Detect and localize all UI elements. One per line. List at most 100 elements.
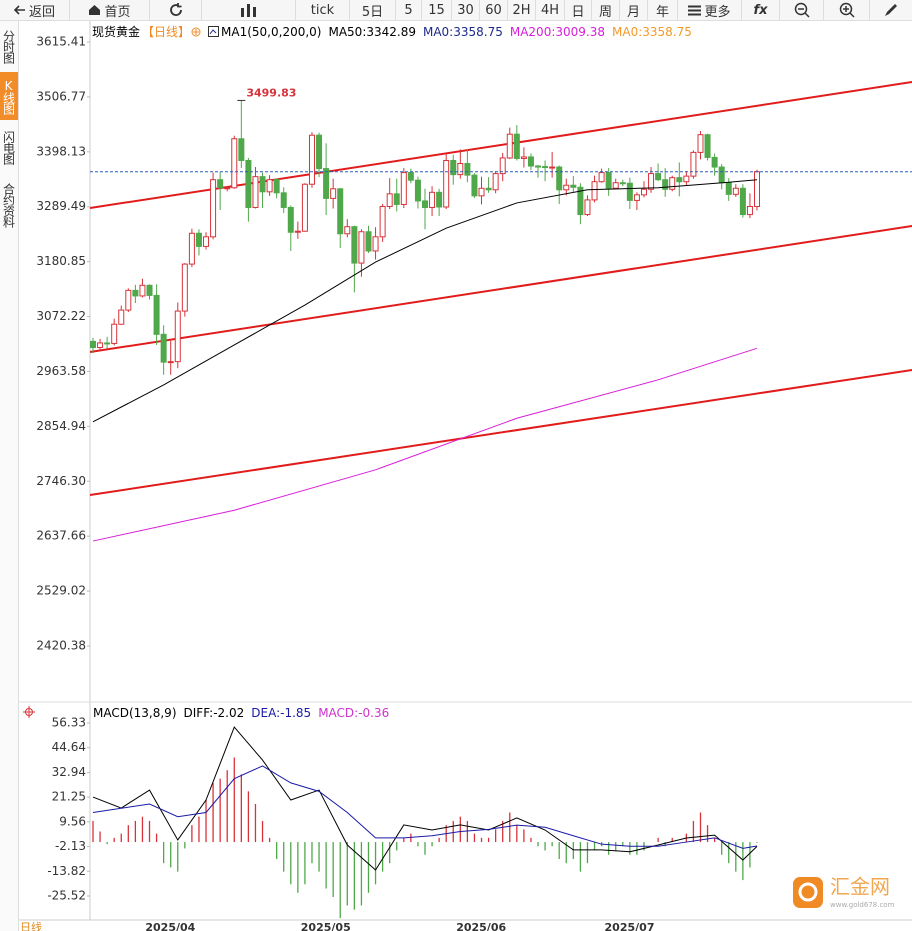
candle-body bbox=[259, 176, 266, 193]
candle-body bbox=[181, 263, 188, 312]
toolbar: 返回 首页 tick 5日 5 15 30 60 2H 4H 日 周 月 年 更… bbox=[0, 0, 912, 21]
candle-body bbox=[118, 309, 125, 325]
home-button[interactable]: 首页 bbox=[70, 0, 150, 20]
period-button[interactable]: 年 bbox=[648, 0, 678, 20]
y-tick-label: 3398.13 bbox=[36, 144, 86, 158]
period-button[interactable]: 5日 bbox=[350, 0, 396, 20]
back-button[interactable]: 返回 bbox=[0, 0, 70, 20]
period-button[interactable]: 2H bbox=[508, 0, 536, 20]
x-tick-label: 2025/04 bbox=[145, 921, 195, 931]
candle-body bbox=[513, 133, 520, 159]
candle-body bbox=[556, 166, 563, 191]
candle-body bbox=[301, 183, 308, 232]
sidebar-tab[interactable]: 分时图 bbox=[1, 29, 16, 63]
period-button[interactable]: 60 bbox=[480, 0, 508, 20]
macd-header: MACD(13,8,9) DIFF:-2.02 DEA:-1.85 MACD:-0.… bbox=[93, 706, 389, 720]
draw-button[interactable] bbox=[870, 0, 912, 20]
candle-body bbox=[754, 171, 760, 207]
candle-body bbox=[591, 181, 598, 201]
legend-entry: MA200:3009.38 bbox=[509, 24, 605, 39]
candle-body bbox=[90, 340, 96, 348]
candle-body bbox=[471, 174, 478, 197]
period-label: 日线 bbox=[20, 920, 42, 931]
refresh-button[interactable] bbox=[150, 0, 202, 20]
instrument-name: 现货黄金 bbox=[92, 25, 141, 39]
logo-icon bbox=[798, 882, 818, 902]
candle-body bbox=[429, 191, 436, 208]
candle-body bbox=[330, 188, 337, 199]
candle-body bbox=[626, 182, 633, 201]
candle-body bbox=[612, 182, 619, 189]
y-tick-label: 56.33 bbox=[52, 716, 86, 730]
sidebar-tab-active[interactable]: K线图 bbox=[0, 72, 18, 120]
legend-entry: MA50:3342.89 bbox=[328, 24, 416, 39]
candle-body bbox=[718, 166, 725, 184]
sidebar-tab[interactable]: 合约资料 bbox=[1, 183, 16, 227]
candle-body bbox=[683, 175, 690, 183]
candle-body bbox=[132, 289, 139, 297]
x-tick-label: 2025/05 bbox=[301, 921, 351, 931]
candle-body bbox=[266, 179, 273, 193]
candle-body bbox=[584, 199, 591, 216]
period-button[interactable]: 日 bbox=[565, 0, 592, 20]
macd-title: MACD(13,8,9) bbox=[93, 706, 177, 720]
candle-body bbox=[245, 159, 252, 208]
y-tick-label: -2.13 bbox=[55, 839, 86, 853]
more-button[interactable]: 更多 bbox=[678, 0, 742, 20]
candle-body bbox=[351, 226, 358, 264]
x-tick-label: 2025/06 bbox=[456, 921, 506, 931]
candle-body bbox=[662, 179, 669, 190]
zoom-out-button[interactable] bbox=[780, 0, 824, 20]
y-tick-label: 3615.41 bbox=[36, 35, 86, 49]
fx-button[interactable]: fx bbox=[742, 0, 780, 20]
candle-body bbox=[549, 166, 556, 169]
candle-body bbox=[294, 230, 301, 233]
candle-body bbox=[640, 188, 647, 196]
period-button[interactable]: 4H bbox=[536, 0, 565, 20]
candle-body bbox=[499, 157, 506, 175]
candle-body bbox=[344, 226, 351, 235]
candle-body bbox=[167, 361, 174, 364]
candle-body bbox=[393, 193, 400, 205]
candle-body bbox=[711, 156, 718, 168]
candle-body bbox=[676, 177, 683, 183]
y-tick-label: 32.94 bbox=[52, 765, 86, 779]
macd-line bbox=[92, 726, 758, 871]
candle-body bbox=[746, 205, 753, 216]
price-header: 现货黄金 【日线】 MA1(50,0,200,0) MA50:3342.89 MA… bbox=[92, 23, 692, 40]
zoom-in-button[interactable] bbox=[824, 0, 870, 20]
period-button[interactable]: 月 bbox=[620, 0, 648, 20]
candle-body bbox=[316, 134, 323, 170]
period-button[interactable]: tick bbox=[296, 0, 350, 20]
x-tick-label: 2025/07 bbox=[605, 921, 655, 931]
y-tick-label: 2746.30 bbox=[36, 474, 86, 488]
y-tick-label: 21.25 bbox=[52, 790, 86, 804]
candle-body bbox=[443, 159, 450, 208]
chart-type-button[interactable] bbox=[202, 0, 296, 20]
candle-body bbox=[436, 191, 443, 208]
period-button[interactable]: 15 bbox=[422, 0, 452, 20]
candle-body bbox=[358, 231, 365, 264]
period-button[interactable]: 30 bbox=[452, 0, 480, 20]
period-button[interactable]: 周 bbox=[592, 0, 620, 20]
period-button[interactable]: 5 bbox=[396, 0, 422, 20]
candle-body bbox=[174, 310, 181, 363]
sidebar: 分时图 K线图 闪电图 合约资料 bbox=[0, 21, 19, 931]
macd-line bbox=[92, 765, 758, 849]
candle-body bbox=[153, 294, 160, 335]
candle-body bbox=[386, 193, 393, 207]
y-tick-label: 2963.58 bbox=[36, 364, 86, 378]
candle-body bbox=[210, 179, 217, 238]
candle-body bbox=[669, 177, 676, 190]
settings-icon[interactable] bbox=[23, 706, 35, 718]
study-name: MA1(50,0,200,0) bbox=[221, 24, 322, 39]
sidebar-tab[interactable]: 闪电图 bbox=[1, 130, 16, 164]
candle-body bbox=[464, 163, 471, 176]
logo-name: 汇金网 bbox=[830, 875, 890, 899]
candle-body bbox=[379, 205, 386, 238]
candle-body bbox=[139, 284, 146, 297]
candle-body bbox=[598, 172, 605, 183]
period-name: 【日线】 bbox=[142, 25, 191, 39]
candle-body bbox=[97, 342, 104, 348]
